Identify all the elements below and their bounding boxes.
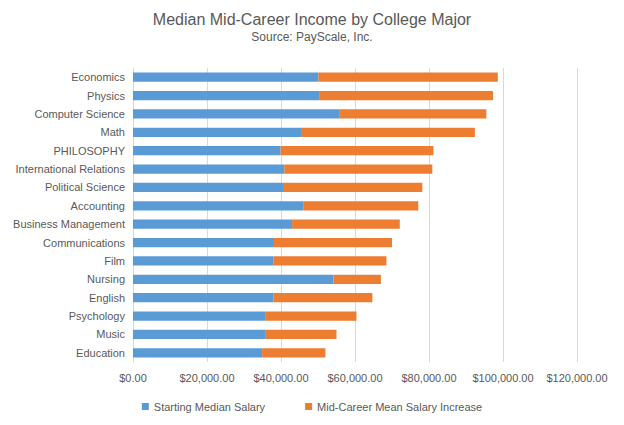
svg-text:$60,000.00: $60,000.00: [327, 372, 382, 384]
svg-text:Communications: Communications: [43, 237, 125, 249]
svg-text:$80,000.00: $80,000.00: [401, 372, 456, 384]
svg-text:Music: Music: [96, 328, 125, 340]
svg-text:Economics: Economics: [71, 71, 125, 83]
svg-text:English: English: [89, 292, 125, 304]
svg-text:Starting Median Salary: Starting Median Salary: [154, 401, 266, 413]
svg-text:Education: Education: [76, 347, 125, 359]
svg-text:Business Management: Business Management: [13, 218, 125, 230]
svg-text:Math: Math: [101, 126, 125, 138]
svg-text:PHILOSOPHY: PHILOSOPHY: [53, 145, 125, 157]
svg-text:Median Mid-Career Income by Co: Median Mid-Career Income by College Majo…: [153, 11, 472, 28]
svg-text:Physics: Physics: [87, 90, 125, 102]
svg-text:Nursing: Nursing: [87, 273, 125, 285]
svg-text:Film: Film: [104, 255, 125, 267]
svg-text:Mid-Career Mean Salary Increas: Mid-Career Mean Salary Increase: [317, 401, 482, 413]
svg-text:$120,000.00: $120,000.00: [546, 372, 607, 384]
svg-text:$100,000.00: $100,000.00: [472, 372, 533, 384]
svg-text:Source: PayScale, Inc.: Source: PayScale, Inc.: [251, 30, 372, 44]
svg-text:$40,000.00: $40,000.00: [253, 372, 308, 384]
svg-text:Psychology: Psychology: [69, 310, 126, 322]
svg-text:Accounting: Accounting: [71, 200, 125, 212]
svg-text:$0.00: $0.00: [119, 372, 147, 384]
svg-text:Political Science: Political Science: [45, 181, 125, 193]
svg-text:Computer Science: Computer Science: [35, 108, 126, 120]
svg-text:$20,000.00: $20,000.00: [179, 372, 234, 384]
svg-text:International Relations: International Relations: [16, 163, 126, 175]
